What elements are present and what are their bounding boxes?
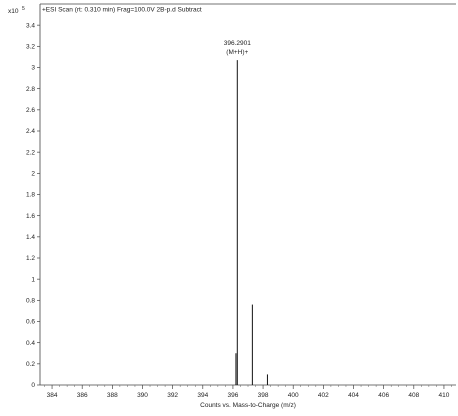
peak-label: (M+H)+ <box>226 49 248 56</box>
y-tick-label: 0.4 <box>26 340 35 347</box>
y-tick-label: 2.4 <box>26 128 35 135</box>
chart-title: +ESI Scan (rt: 0.310 min) Frag=100.0V 2B… <box>42 7 202 14</box>
y-tick-label: 0 <box>31 382 35 389</box>
y-tick-label: 1.8 <box>26 192 35 199</box>
y-axis: 0 0.2 0.4 0.6 0.8 1 1.2 1.4 1.6 1.8 2 2.2 2.4 2.6 2.8 3… <box>26 4 41 389</box>
x-tick-label: 398 <box>258 392 269 399</box>
x-tick-label: 402 <box>318 392 329 399</box>
x-tick-label: 390 <box>137 392 148 399</box>
y-tick-label: 3.2 <box>26 44 35 51</box>
y-tick-label: 0.2 <box>26 361 35 368</box>
peak-annotations: 396.2901 (M+H)+ <box>224 40 251 56</box>
y-multiplier-base: x10 <box>8 8 19 15</box>
y-tick-label: 0.8 <box>26 298 35 305</box>
x-tick-label: 396 <box>227 392 238 399</box>
y-tick-label: 3.4 <box>26 22 35 29</box>
x-tick-label: 406 <box>378 392 389 399</box>
y-tick-label: 2 <box>31 171 35 178</box>
y-tick-label: 3 <box>31 65 35 72</box>
y-tick-label: 1.6 <box>26 213 35 220</box>
x-tick-label: 394 <box>197 392 208 399</box>
y-tick-label: 2.2 <box>26 149 35 156</box>
x-tick-label: 408 <box>408 392 419 399</box>
x-tick-label: 404 <box>348 392 359 399</box>
y-tick-label: 0.6 <box>26 319 35 326</box>
peaks <box>235 60 268 385</box>
x-tick-label: 386 <box>77 392 88 399</box>
y-tick-label: 2.8 <box>26 86 35 93</box>
x-tick-label: 388 <box>107 392 118 399</box>
x-tick-label: 400 <box>288 392 299 399</box>
x-tick-label: 410 <box>439 392 450 399</box>
x-axis: 384 386 388 390 392 394 396 398 400 402 404 406 408 4… <box>40 384 456 399</box>
y-tick-label: 1 <box>31 276 35 283</box>
x-tick-label: 392 <box>167 392 178 399</box>
x-axis-label: Counts vs. Mass-to-Charge (m/z) <box>200 402 296 409</box>
y-tick-label: 1.2 <box>26 255 35 262</box>
peak-label: 396.2901 <box>224 40 251 47</box>
y-multiplier-exponent: 5 <box>22 6 25 12</box>
y-tick-label: 2.6 <box>26 107 35 114</box>
x-tick-label: 384 <box>47 392 58 399</box>
y-tick-label: 1.4 <box>26 234 35 241</box>
